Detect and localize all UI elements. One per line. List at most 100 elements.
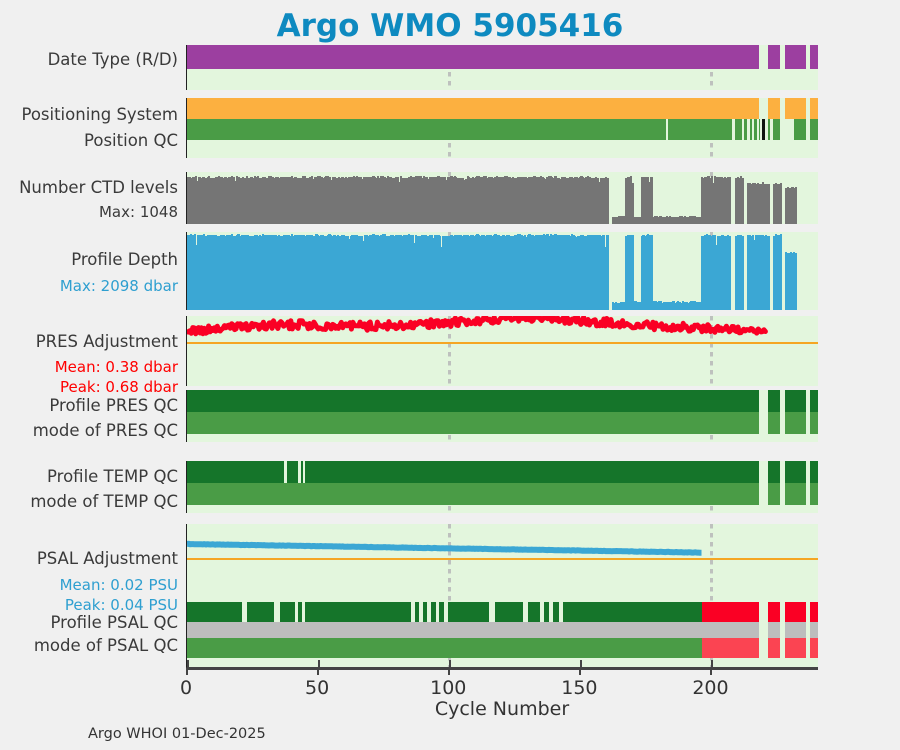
ctd-level-bar bbox=[378, 177, 382, 224]
ctd-level-bar bbox=[422, 176, 425, 224]
profile-depth-bar bbox=[224, 235, 227, 310]
ctd-level-bar bbox=[362, 177, 365, 224]
ctd-level-bar bbox=[401, 177, 404, 224]
profile-depth-bar bbox=[273, 234, 276, 310]
profile-depth-bar bbox=[334, 235, 338, 310]
ctd-level-bar bbox=[695, 217, 698, 224]
ctd-level-bar bbox=[691, 216, 695, 224]
profile-depth-bar bbox=[546, 234, 549, 310]
ctd-level-bar bbox=[217, 176, 221, 224]
ctd-level-bar bbox=[675, 216, 678, 224]
profile-depth-bar bbox=[523, 235, 526, 310]
ctd-level-bar bbox=[678, 216, 682, 224]
profile-depth-bar bbox=[208, 234, 211, 310]
ctd-level-bar bbox=[712, 182, 715, 224]
profile-depth-bar bbox=[253, 234, 256, 310]
profile-depth-bar bbox=[611, 301, 615, 310]
ctd-level-bar bbox=[573, 177, 577, 224]
profile-depth-bar bbox=[362, 240, 365, 310]
profile-depth-bar bbox=[341, 235, 344, 310]
ctd-level-bar bbox=[330, 180, 333, 224]
ctd-level-bar bbox=[282, 176, 286, 224]
row-label-mode-pres-qc: mode of PRES QC bbox=[32, 421, 178, 440]
ctd-level-bar bbox=[758, 184, 761, 224]
profile-depth-bar bbox=[559, 235, 562, 310]
data-block bbox=[187, 98, 759, 119]
profile-depth-bar bbox=[247, 234, 250, 310]
data-block bbox=[809, 602, 818, 622]
profile-depth-bar bbox=[541, 235, 544, 310]
x-axis-inner-tick bbox=[711, 660, 713, 667]
ctd-level-bar bbox=[654, 216, 657, 224]
ctd-level-bar bbox=[751, 182, 754, 224]
ctd-level-bar bbox=[690, 216, 693, 224]
row-sublabel-psal-mean: Mean: 0.02 PSU bbox=[59, 576, 178, 594]
ctd-level-bar bbox=[395, 177, 398, 224]
data-block bbox=[300, 461, 303, 483]
profile-depth-bar bbox=[551, 234, 554, 310]
ctd-level-bar bbox=[794, 187, 797, 224]
profile-depth-bar bbox=[669, 302, 672, 310]
profile-depth-bar bbox=[492, 235, 495, 310]
ctd-level-bar bbox=[354, 176, 357, 224]
profile-depth-bar bbox=[715, 244, 718, 310]
profile-depth-bar bbox=[595, 235, 598, 310]
ctd-level-bar bbox=[213, 177, 216, 224]
profile-depth-bar bbox=[427, 235, 430, 310]
profile-depth-bar bbox=[756, 234, 759, 310]
ctd-level-bar bbox=[463, 180, 466, 224]
ctd-level-bar bbox=[720, 176, 723, 224]
ctd-level-bar bbox=[517, 177, 520, 224]
ctd-level-bar bbox=[333, 176, 336, 224]
profile-depth-bar bbox=[755, 235, 758, 310]
profile-depth-bar bbox=[657, 301, 660, 310]
profile-depth-bar bbox=[432, 238, 435, 310]
ctd-level-bar bbox=[784, 188, 788, 224]
profile-depth-bar bbox=[794, 252, 797, 310]
ctd-level-bar bbox=[596, 177, 599, 224]
position-qc-flag-sliver bbox=[761, 119, 765, 140]
ctd-level-bar bbox=[497, 177, 500, 224]
ctd-level-bar bbox=[432, 176, 435, 224]
profile-depth-bar bbox=[739, 235, 743, 310]
profile-depth-bar bbox=[321, 235, 325, 310]
ctd-level-bar bbox=[435, 177, 438, 224]
ctd-level-bar bbox=[336, 177, 339, 224]
profile-depth-bar bbox=[474, 234, 477, 310]
ctd-level-bar bbox=[693, 216, 696, 224]
x-axis-inner-tick bbox=[187, 660, 189, 667]
gridline bbox=[447, 316, 451, 386]
gridline bbox=[447, 524, 451, 602]
gridline bbox=[709, 316, 713, 386]
profile-depth-bar bbox=[789, 251, 792, 310]
profile-depth-bar bbox=[750, 235, 753, 310]
ctd-level-bar bbox=[206, 177, 209, 224]
profile-depth-bar bbox=[193, 234, 196, 310]
profile-depth-bar bbox=[206, 234, 209, 310]
ctd-level-bar bbox=[577, 177, 580, 224]
ctd-level-bar bbox=[466, 176, 469, 224]
ctd-level-bar bbox=[556, 177, 559, 224]
profile-depth-bar bbox=[336, 234, 339, 310]
ctd-level-bar bbox=[204, 177, 208, 224]
ctd-level-bar bbox=[688, 216, 691, 224]
profile-depth-bar bbox=[294, 234, 297, 310]
data-block bbox=[784, 602, 806, 622]
profile-depth-bar bbox=[369, 234, 372, 310]
ctd-level-bar bbox=[482, 176, 486, 224]
ctd-level-bar bbox=[560, 177, 564, 224]
profile-depth-bar bbox=[323, 235, 326, 310]
ctd-level-bar bbox=[331, 177, 334, 224]
x-axis-inner-tick bbox=[318, 660, 320, 667]
ctd-level-bar bbox=[588, 177, 591, 224]
ctd-level-bar bbox=[404, 177, 408, 224]
data-block bbox=[187, 602, 243, 622]
profile-depth-bar bbox=[670, 302, 673, 310]
ctd-level-bar bbox=[302, 176, 305, 224]
data-block bbox=[768, 119, 770, 140]
psal-adjustment-trace bbox=[187, 540, 703, 556]
profile-depth-bar bbox=[377, 235, 380, 310]
profile-depth-bar bbox=[575, 237, 578, 310]
ctd-level-bar bbox=[626, 177, 629, 224]
